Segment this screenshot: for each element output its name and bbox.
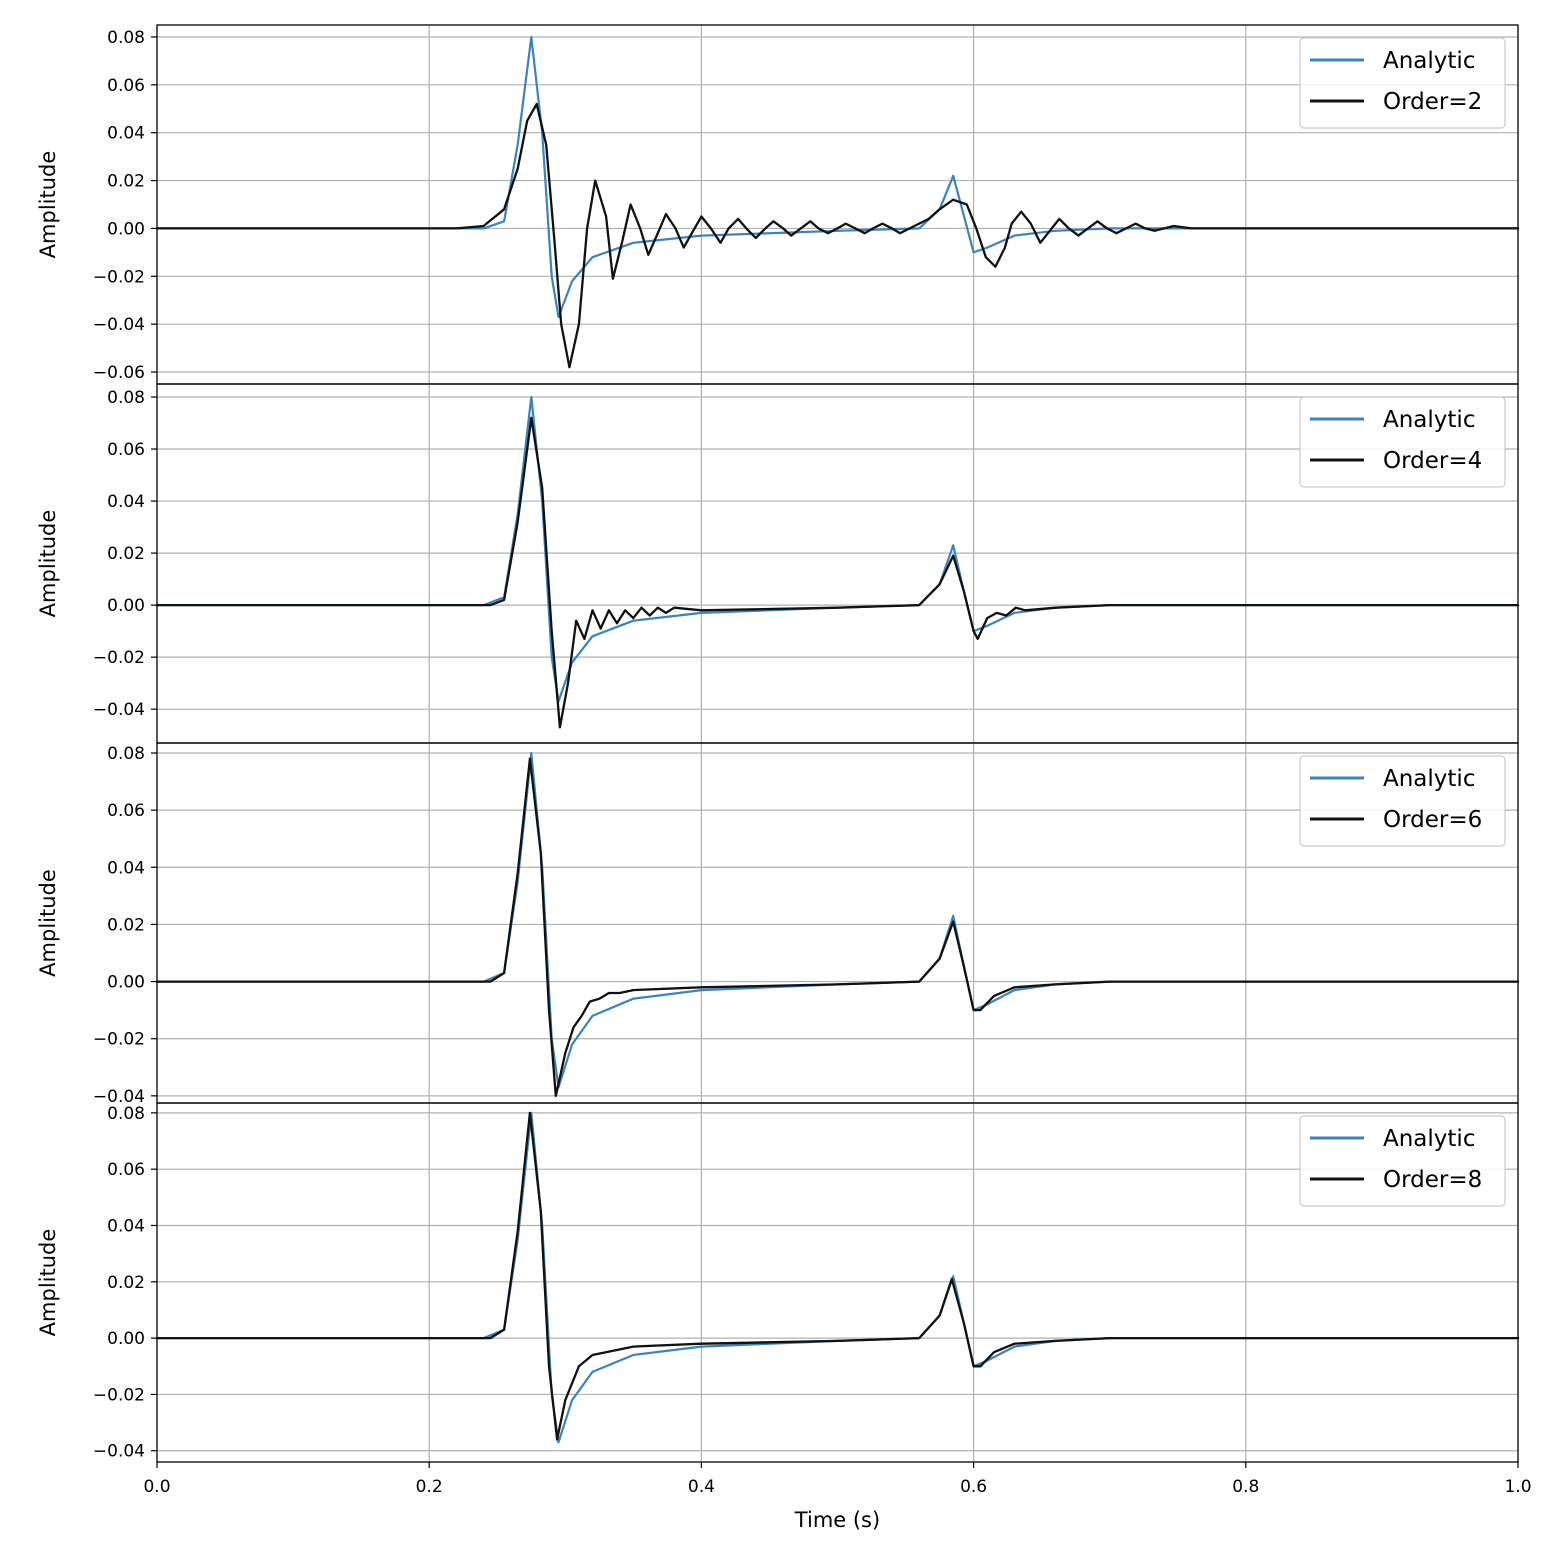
y-tick-label: 0.00	[107, 596, 145, 616]
y-axis-label: Amplitude	[36, 869, 60, 977]
grid	[157, 384, 1518, 743]
grid	[157, 743, 1518, 1103]
legend: Analytic Order=2	[1299, 37, 1506, 129]
legend-entry: Order=4	[1383, 448, 1482, 474]
y-tick-label: −0.04	[93, 1442, 145, 1462]
x-tick-label: 0.0	[143, 1477, 170, 1497]
y-tick-label: 0.04	[107, 858, 145, 878]
y-tick-label: −0.04	[93, 700, 145, 720]
y-tick-label: −0.04	[93, 1087, 145, 1107]
axes-frame	[156, 1102, 1519, 1463]
y-tick-label: 0.02	[107, 172, 145, 192]
legend-entry: Order=8	[1383, 1167, 1482, 1193]
x-tick-label: 1.0	[1504, 1477, 1531, 1497]
x-tick-label: 0.6	[960, 1477, 987, 1497]
series-line-order	[155, 102, 1520, 369]
y-tick-label: 0.00	[107, 219, 145, 239]
y-axis-label: Amplitude	[36, 1229, 60, 1337]
y-tick-label: 0.02	[107, 915, 145, 935]
y-tick-label: 0.04	[107, 1216, 145, 1236]
legend: Analytic Order=4	[1299, 396, 1506, 488]
y-tick-label: 0.04	[107, 124, 145, 144]
legend-entry: Analytic	[1383, 407, 1475, 433]
y-tick-label: 0.04	[107, 492, 145, 512]
legend-entry: Analytic	[1383, 766, 1475, 792]
y-tick-label: −0.06	[93, 363, 145, 383]
legend-entry: Order=6	[1383, 807, 1482, 833]
y-tick-label: −0.02	[93, 648, 145, 668]
x-tick-label: 0.8	[1232, 1477, 1259, 1497]
y-tick-label: 0.02	[107, 544, 145, 564]
legend: Analytic Order=8	[1299, 1115, 1506, 1207]
series-line-analytic	[155, 395, 1520, 703]
subplot-4: 0.08 0.06 0.04 0.02 0.00 −0.02 −0.04 Amplitude A…	[36, 1102, 1532, 1532]
y-tick-label: 0.00	[107, 973, 145, 993]
y-tick-label: −0.02	[93, 1385, 145, 1405]
x-tick-label: 0.2	[416, 1477, 443, 1497]
y-tick-label: 0.06	[107, 801, 145, 821]
y-axis-label: Amplitude	[36, 510, 60, 618]
y-tick-label: 0.00	[107, 1329, 145, 1349]
y-tick-label: −0.02	[93, 267, 145, 287]
legend: Analytic Order=6	[1299, 755, 1506, 847]
series-line-analytic	[155, 1111, 1520, 1444]
y-tick-label: 0.06	[107, 440, 145, 460]
y-tick-label: 0.02	[107, 1273, 145, 1293]
x-tick-label: 0.4	[688, 1477, 715, 1497]
y-tick-label: −0.04	[93, 315, 145, 335]
y-tick-label: 0.08	[107, 1104, 145, 1124]
legend-entry: Analytic	[1383, 1126, 1475, 1152]
series-line-order	[155, 416, 1520, 729]
y-tick-label: 0.06	[107, 76, 145, 96]
x-axis-label: Time (s)	[794, 1508, 880, 1532]
series-line-order	[155, 1111, 1520, 1441]
y-tick-label: 0.08	[107, 744, 145, 764]
y-tick-label: 0.08	[107, 28, 145, 48]
legend-entry: Order=2	[1383, 89, 1482, 115]
subplot-2: 0.08 0.06 0.04 0.02 0.00 −0.02 −0.04 Amplitude A…	[36, 383, 1520, 744]
y-tick-label: −0.02	[93, 1030, 145, 1050]
series-line-order	[155, 757, 1520, 1098]
subplot-3: 0.08 0.06 0.04 0.02 0.00 −0.02 −0.04 Amplitude A…	[36, 742, 1520, 1107]
series-line-analytic	[155, 35, 1520, 319]
subplot-1: 0.08 0.06 0.04 0.02 0.00 −0.02 −0.04 −0.06 Ampli…	[36, 24, 1520, 385]
y-tick-label: 0.08	[107, 388, 145, 408]
y-axis-label: Amplitude	[36, 151, 60, 259]
legend-entry: Analytic	[1383, 48, 1475, 74]
y-tick-label: 0.06	[107, 1160, 145, 1180]
